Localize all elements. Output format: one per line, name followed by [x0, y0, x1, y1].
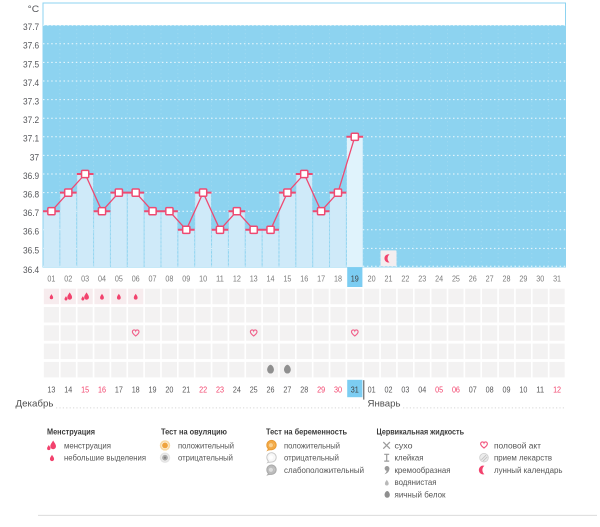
- svg-text:11: 11: [536, 385, 544, 395]
- svg-text:04: 04: [418, 385, 426, 395]
- svg-text:14: 14: [64, 385, 72, 395]
- svg-text:12: 12: [233, 274, 241, 284]
- svg-text:06: 06: [132, 274, 140, 284]
- svg-text:03: 03: [401, 385, 409, 395]
- svg-text:37.4: 37.4: [23, 78, 39, 88]
- svg-text:24: 24: [435, 274, 443, 284]
- svg-text:Менструация: Менструация: [47, 426, 95, 436]
- svg-text:15: 15: [81, 385, 89, 395]
- svg-text:Январь: Январь: [368, 399, 401, 409]
- svg-text:03: 03: [81, 274, 89, 284]
- svg-text:слабоположительный: слабоположительный: [284, 465, 364, 475]
- svg-text:05: 05: [115, 274, 123, 284]
- svg-text:36.8: 36.8: [23, 190, 39, 200]
- svg-text:37: 37: [30, 152, 40, 162]
- svg-text:37.3: 37.3: [23, 97, 39, 107]
- svg-text:04: 04: [98, 274, 106, 284]
- svg-text:28: 28: [503, 274, 511, 284]
- svg-text:24: 24: [233, 385, 241, 395]
- svg-text:отрицательный: отрицательный: [284, 453, 339, 463]
- svg-text:37.2: 37.2: [23, 115, 39, 125]
- svg-text:36.9: 36.9: [23, 171, 39, 181]
- svg-text:29: 29: [317, 385, 325, 395]
- svg-text:25: 25: [452, 274, 460, 284]
- svg-text:менструация: менструация: [64, 440, 111, 450]
- svg-text:17: 17: [115, 385, 123, 395]
- svg-text:лунный календарь: лунный календарь: [494, 465, 563, 475]
- svg-text:26: 26: [267, 385, 275, 395]
- svg-text:26: 26: [469, 274, 477, 284]
- svg-text:31: 31: [553, 274, 561, 284]
- svg-text:20: 20: [165, 385, 173, 395]
- svg-text:37.6: 37.6: [23, 41, 39, 51]
- svg-text:02: 02: [385, 385, 393, 395]
- svg-text:37.5: 37.5: [23, 59, 39, 69]
- svg-text:25: 25: [250, 385, 258, 395]
- svg-text:17: 17: [317, 274, 325, 284]
- svg-text:16: 16: [300, 274, 308, 284]
- svg-text:Цервикальная жидкость: Цервикальная жидкость: [377, 426, 465, 436]
- svg-text:27: 27: [486, 274, 494, 284]
- svg-text:водянистая: водянистая: [395, 477, 437, 487]
- svg-text:половой акт: половой акт: [494, 440, 541, 450]
- svg-text:13: 13: [47, 385, 55, 395]
- svg-text:36.5: 36.5: [23, 245, 39, 255]
- svg-text:Тест на беременность: Тест на беременность: [266, 426, 347, 436]
- svg-text:небольшие выделения: небольшие выделения: [64, 453, 146, 463]
- svg-text:36.7: 36.7: [23, 208, 39, 218]
- svg-text:21: 21: [385, 274, 393, 284]
- svg-text:°C: °C: [28, 4, 40, 15]
- svg-text:яичный белок: яичный белок: [395, 490, 446, 500]
- svg-text:01: 01: [47, 274, 55, 284]
- svg-text:37.1: 37.1: [23, 134, 39, 144]
- svg-text:02: 02: [64, 274, 72, 284]
- svg-text:14: 14: [267, 274, 275, 284]
- svg-text:положительный: положительный: [178, 440, 234, 450]
- svg-text:сухо: сухо: [395, 440, 413, 450]
- svg-text:28: 28: [300, 385, 308, 395]
- svg-text:18: 18: [334, 274, 342, 284]
- svg-text:27: 27: [283, 385, 291, 395]
- svg-text:Тест на овуляцию: Тест на овуляцию: [161, 426, 227, 436]
- svg-text:23: 23: [216, 385, 224, 395]
- svg-text:10: 10: [199, 274, 207, 284]
- svg-text:16: 16: [98, 385, 106, 395]
- svg-text:19: 19: [149, 385, 157, 395]
- svg-text:22: 22: [199, 385, 207, 395]
- svg-text:кремообразная: кремообразная: [395, 465, 451, 475]
- svg-text:20: 20: [368, 274, 376, 284]
- svg-text:30: 30: [536, 274, 544, 284]
- svg-text:положительный: положительный: [284, 440, 340, 450]
- svg-text:07: 07: [469, 385, 477, 395]
- svg-text:01: 01: [368, 385, 376, 395]
- svg-text:отрицательный: отрицательный: [178, 453, 233, 463]
- svg-text:06: 06: [452, 385, 460, 395]
- svg-text:31: 31: [351, 385, 359, 395]
- svg-text:07: 07: [149, 274, 157, 284]
- svg-text:22: 22: [401, 274, 409, 284]
- svg-text:36.4: 36.4: [23, 265, 39, 275]
- svg-text:29: 29: [519, 274, 527, 284]
- svg-text:36.6: 36.6: [23, 227, 39, 237]
- svg-text:15: 15: [283, 274, 291, 284]
- svg-text:08: 08: [486, 385, 494, 395]
- svg-text:10: 10: [519, 385, 527, 395]
- svg-text:30: 30: [334, 385, 342, 395]
- svg-text:19: 19: [351, 274, 359, 284]
- svg-text:21: 21: [182, 385, 190, 395]
- svg-text:13: 13: [250, 274, 258, 284]
- svg-text:08: 08: [165, 274, 173, 284]
- svg-text:23: 23: [418, 274, 426, 284]
- svg-text:клейкая: клейкая: [395, 453, 424, 463]
- svg-text:09: 09: [182, 274, 190, 284]
- svg-text:05: 05: [435, 385, 443, 395]
- svg-text:09: 09: [503, 385, 511, 395]
- svg-text:37.7: 37.7: [23, 22, 39, 32]
- svg-text:18: 18: [132, 385, 140, 395]
- svg-text:12: 12: [553, 385, 561, 395]
- svg-text:Декабрь: Декабрь: [16, 399, 54, 409]
- svg-text:11: 11: [216, 274, 224, 284]
- svg-text:прием лекарств: прием лекарств: [494, 453, 552, 463]
